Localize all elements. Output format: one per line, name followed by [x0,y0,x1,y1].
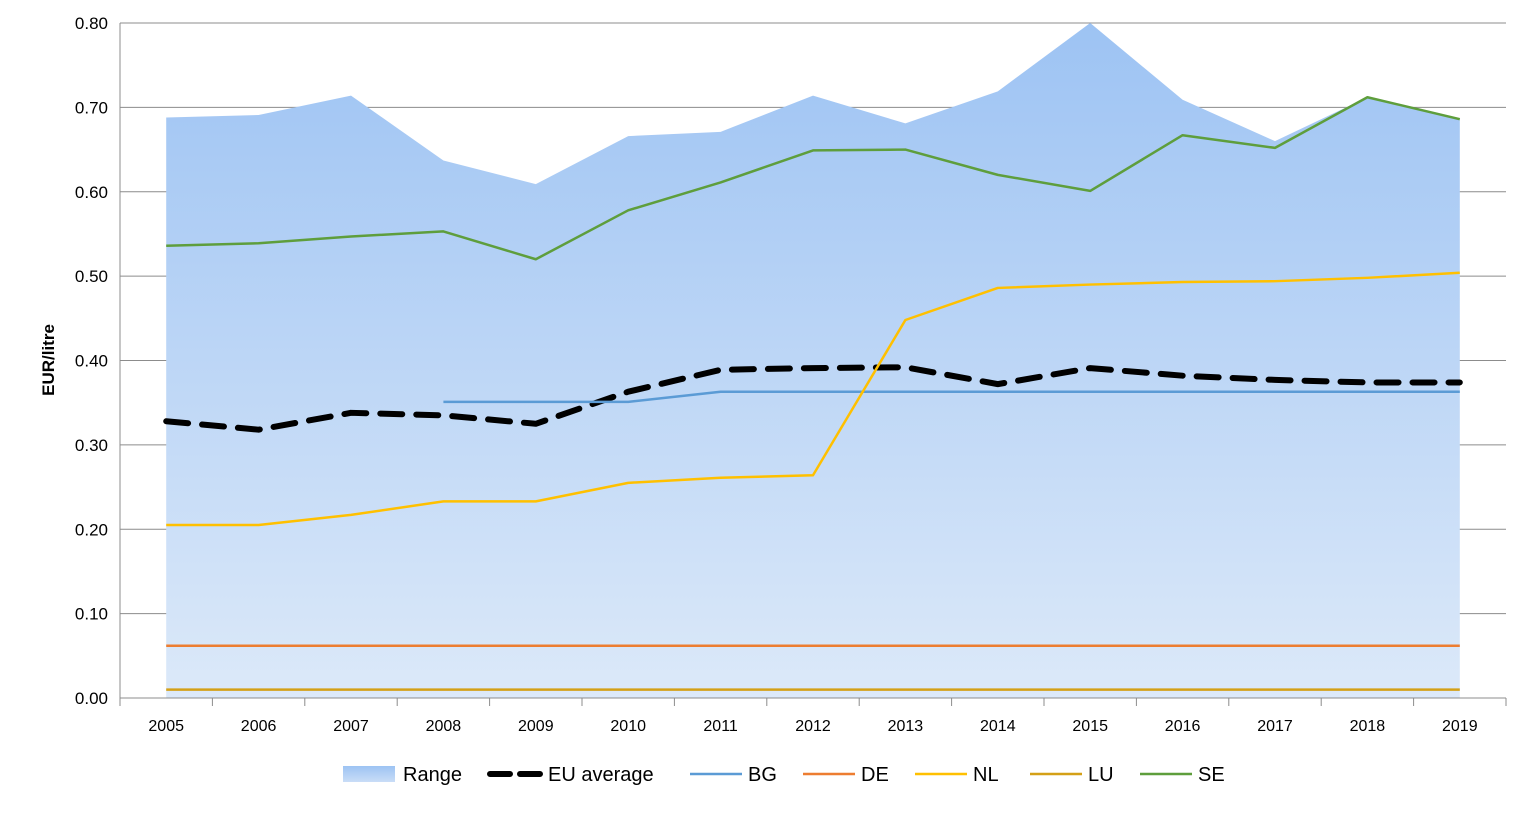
y-tick-label: 0.50 [75,267,108,286]
y-tick-label: 0.70 [75,98,108,117]
y-tick-label: 0.40 [75,352,108,371]
legend-item: Range [343,764,462,786]
legend-label: DE [861,764,889,786]
x-tick-label: 2011 [703,718,738,735]
legend-label: NL [973,764,999,786]
legend-item: NL [915,764,999,786]
x-tick-label: 2010 [610,718,646,735]
y-tick-label: 0.10 [75,605,108,624]
series-line-eu-average [163,364,1463,433]
legend-label: SE [1198,764,1225,786]
legend-item: EU average [487,764,654,786]
x-tick-label: 2007 [333,718,369,735]
legend-label: EU average [548,764,654,786]
legend-item: DE [803,764,889,786]
series-line-bg [443,390,1460,404]
x-tick-label: 2005 [148,718,184,735]
legend-label: Range [403,764,462,786]
y-axis-label: EUR/litre [39,324,58,396]
x-tick-label: 2018 [1350,718,1386,735]
y-tick-label: 0.30 [75,436,108,455]
x-tick-label: 2013 [888,718,924,735]
series-area-range [166,23,1460,698]
series-line-se [166,96,1461,261]
x-tick-label: 2008 [426,718,462,735]
y-tick-label: 0.20 [75,520,108,539]
y-tick-label: 0.00 [75,689,108,708]
series-line-nl [166,271,1460,527]
x-tick-label: 2014 [980,718,1016,735]
x-tick-label: 2009 [518,718,554,735]
x-tick-label: 2015 [1072,718,1108,735]
legend-swatch [343,766,395,782]
legend-label: LU [1088,764,1114,786]
x-tick-label: 2016 [1165,718,1201,735]
legend-item: BG [690,764,777,786]
y-tick-label: 0.60 [75,183,108,202]
x-tick-label: 2006 [241,718,277,735]
legend-label: BG [748,764,777,786]
x-tick-label: 2012 [795,718,831,735]
x-tick-label: 2017 [1257,718,1293,735]
x-tick-label: 2019 [1442,718,1478,735]
y-tick-label: 0.80 [75,14,108,33]
legend-item: LU [1030,764,1114,786]
legend-item: SE [1140,764,1225,786]
